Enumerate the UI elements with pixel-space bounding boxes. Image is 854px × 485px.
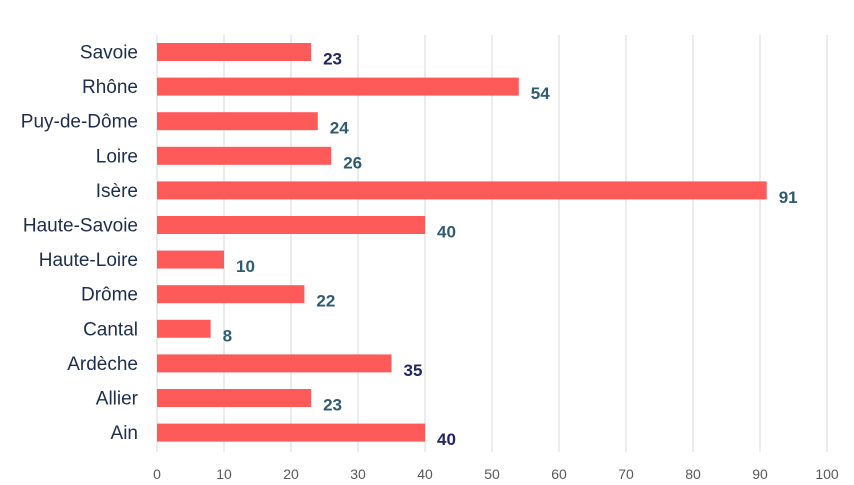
x-tick-label: 60 (551, 466, 567, 482)
bar (157, 112, 318, 131)
data-label: 8 (223, 326, 232, 345)
category-label: Isère (96, 181, 138, 202)
category-labels: Savoie Rhône Puy-de-Dôme Loire Isère Haute-Sa… (21, 43, 139, 445)
category-label: Allier (96, 389, 139, 410)
x-tick-label: 40 (417, 466, 433, 482)
x-tick-label: 80 (685, 466, 701, 482)
bar (157, 389, 312, 407)
data-label: 26 (343, 153, 362, 172)
x-tick-label: 90 (752, 466, 768, 482)
data-label: 23 (323, 396, 342, 415)
category-label: Savoie (80, 43, 138, 64)
data-label: 91 (779, 188, 798, 207)
data-label: 22 (316, 292, 335, 311)
bar (157, 146, 332, 165)
data-label: 35 (404, 361, 423, 380)
data-label: 10 (236, 257, 255, 276)
bar (157, 423, 425, 442)
data-label: 40 (437, 430, 456, 449)
data-label: 54 (531, 84, 550, 103)
bar (157, 43, 312, 61)
bar (157, 216, 425, 234)
x-tick-label: 10 (216, 466, 232, 482)
x-axis-tick-labels: 0 10 20 30 40 50 60 70 80 90 100 (153, 466, 839, 482)
bar (157, 77, 519, 96)
bar (157, 319, 211, 338)
bars (157, 43, 767, 442)
gridlines (156, 35, 828, 452)
category-label: Loire (96, 146, 138, 167)
data-label: 40 (437, 223, 456, 242)
category-label: Haute-Loire (39, 250, 138, 271)
bar (157, 181, 767, 200)
bar (157, 285, 305, 304)
x-tick-label: 0 (153, 466, 161, 482)
category-label: Rhône (82, 77, 138, 98)
x-tick-label: 30 (350, 466, 366, 482)
data-label: 24 (330, 119, 349, 138)
bar (157, 354, 392, 373)
category-label: Ardèche (67, 354, 138, 375)
category-label: Haute-Savoie (23, 216, 138, 237)
category-label: Ain (111, 423, 138, 444)
x-tick-label: 100 (815, 466, 839, 482)
bar (157, 250, 224, 269)
category-label: Puy-de-Dôme (21, 112, 138, 133)
x-tick-label: 50 (484, 466, 500, 482)
data-label: 23 (323, 50, 342, 69)
category-label: Cantal (83, 319, 138, 340)
category-label: Drôme (81, 285, 138, 306)
x-tick-label: 70 (618, 466, 634, 482)
x-tick-label: 20 (283, 466, 299, 482)
data-labels: 23 54 24 26 91 40 10 22 8 35 23 40 (223, 50, 798, 450)
